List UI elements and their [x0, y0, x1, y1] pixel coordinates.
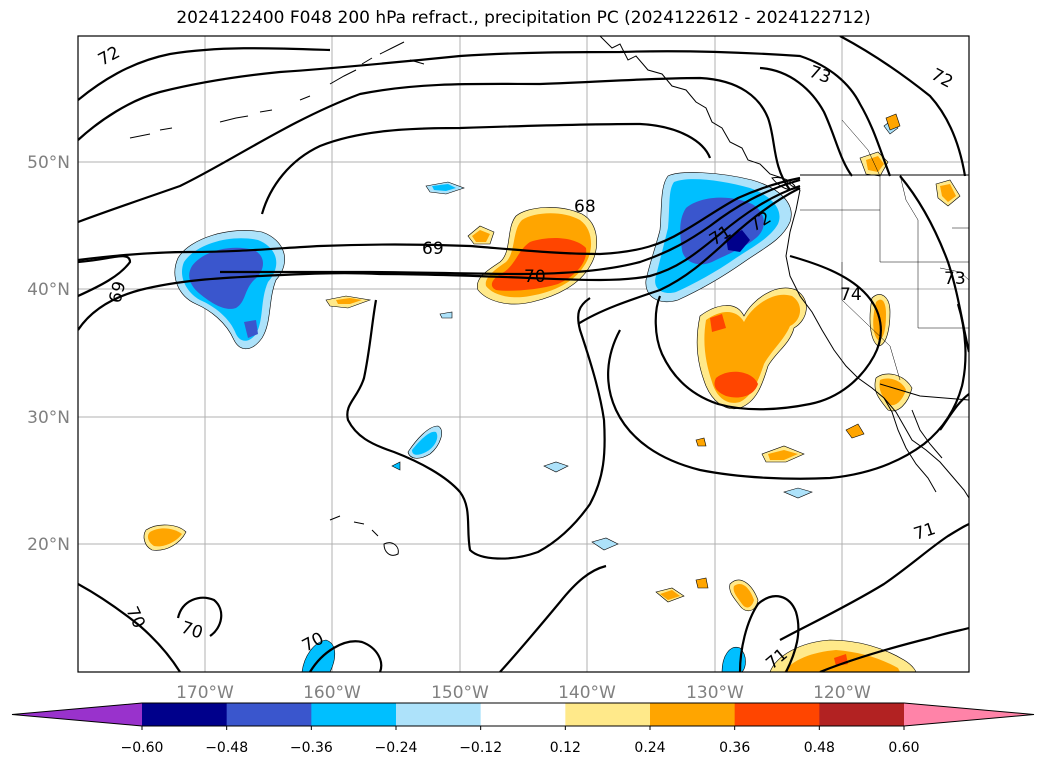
us-mexico-border — [879, 383, 969, 401]
pos-small-4c — [768, 450, 798, 460]
neg-small-3 — [391, 461, 401, 471]
contour-71-east2 — [819, 626, 969, 672]
pos-small-14 — [695, 577, 709, 589]
neg-small-2c — [412, 431, 438, 455]
pos-small-3c — [147, 528, 182, 547]
contour-label: 68 — [574, 197, 596, 217]
lon-tick-label: 140°W — [558, 683, 616, 703]
neg-small-7 — [439, 311, 453, 319]
contour-72-outer — [78, 76, 791, 224]
colorbar-swatch — [734, 703, 820, 726]
lat-tick-label: 40°N — [27, 280, 70, 300]
contour-label: 74 — [840, 285, 862, 305]
aleutian-chain — [129, 41, 425, 139]
colorbar-swatch — [480, 703, 566, 726]
neg-small-8 — [301, 639, 336, 672]
colorbar-tick-label: 0.24 — [634, 740, 665, 756]
colorbar-tick-label: 0.36 — [719, 740, 750, 756]
gulf-california — [911, 409, 943, 459]
pos-small-5 — [845, 423, 865, 439]
contour-72-east — [839, 36, 967, 177]
state-borders — [800, 119, 969, 381]
map-frame — [77, 35, 970, 673]
colorbar-swatch — [396, 703, 482, 726]
contour-70 — [220, 178, 801, 276]
contour-label: 70 — [524, 267, 546, 287]
pos-small-8c — [879, 378, 906, 406]
pos-small-2c — [472, 230, 490, 242]
contour-70-swirl — [176, 596, 223, 637]
lat-tick-label: 30°N — [27, 408, 70, 428]
colorbar-swatch — [226, 703, 312, 726]
pos-small-12c — [733, 583, 754, 608]
contour-72-east2 — [759, 66, 853, 177]
contour-69-south — [78, 184, 801, 331]
contour-71-se — [738, 595, 800, 672]
contour-72-right2 — [939, 393, 969, 431]
pos-blob-east-spot — [710, 314, 726, 332]
contour-big-trough — [346, 297, 606, 560]
contour-73-top — [78, 50, 892, 177]
contour-70-lower-south — [78, 583, 181, 672]
neg-small-6 — [783, 487, 813, 499]
map-title: 2024122400 F048 200 hPa refract., precip… — [176, 8, 871, 28]
colorbar-tick-label: −0.36 — [290, 740, 333, 756]
refractivity-contours — [78, 36, 969, 672]
contour-72-north — [78, 47, 331, 101]
colorbar-swatch — [819, 703, 905, 726]
colorbar-tick-label: 0.48 — [804, 740, 835, 756]
neg-small-4 — [543, 461, 569, 473]
lat-tick-label: 20°N — [27, 535, 70, 555]
colorbar-swatch — [565, 703, 651, 726]
pos-small-6 — [695, 437, 707, 447]
latitude-labels: 50°N 40°N 30°N 20°N — [27, 153, 70, 555]
baja — [883, 397, 937, 493]
contour-71 — [577, 187, 801, 325]
neg-small-1c — [432, 184, 456, 191]
colorbar-tick-label: −0.48 — [205, 740, 248, 756]
lon-tick-label: 150°W — [431, 683, 489, 703]
contour-label: 73 — [944, 269, 966, 289]
contour-73-ring — [607, 303, 967, 480]
lon-tick-label: 130°W — [686, 683, 744, 703]
contour-71-lower — [499, 564, 607, 672]
map-area: 72 73 72 68 69 70 71 72 74 73 69 70 70 7… — [78, 36, 969, 672]
contour-70-west — [78, 255, 132, 298]
contour-69-loop — [260, 122, 712, 215]
contour-71-east — [779, 522, 969, 641]
colorbar-swatch — [311, 703, 397, 726]
colorbar-swatch — [650, 703, 736, 726]
lon-tick-label: 170°W — [176, 683, 234, 703]
colorbar-tick-label: −0.12 — [459, 740, 502, 756]
alaska-coast — [599, 36, 801, 191]
lon-tick-label: 160°W — [303, 683, 361, 703]
colorbar-extend-high — [904, 703, 1034, 726]
hawaii — [329, 515, 399, 556]
neg-small-5 — [591, 537, 619, 551]
contour-70-bottom — [309, 640, 383, 672]
pos-small-1c — [336, 298, 362, 304]
pos-blob-east-mid — [714, 371, 758, 398]
colorbar: −0.60 −0.48 −0.36 −0.24 −0.12 0.12 0.24 0.36 0.4… — [11, 702, 1035, 756]
longitude-labels: 170°W 160°W 150°W 140°W 130°W 120°W — [176, 683, 871, 703]
colorbar-tick-label: 0.60 — [888, 740, 919, 756]
contour-72-right — [899, 175, 969, 353]
colorbar-tick-label: −0.24 — [375, 740, 418, 756]
pos-small-13c — [660, 590, 680, 600]
colorbar-swatch — [142, 703, 228, 726]
colorbar-extend-low — [12, 703, 142, 726]
colorbar-tick-label: 0.12 — [550, 740, 581, 756]
pos-small-10c — [940, 184, 956, 202]
lat-tick-label: 50°N — [27, 153, 70, 173]
contour-label: 69 — [422, 239, 444, 259]
colorbar-tick-label: −0.60 — [121, 740, 164, 756]
neg-blob-west-spot — [244, 320, 258, 338]
coastlines — [129, 36, 969, 556]
pos-small-11 — [885, 113, 901, 131]
lon-tick-label: 120°W — [813, 683, 871, 703]
contour-69 — [78, 176, 801, 262]
pos-small-9c — [866, 156, 884, 172]
contour-74-ring — [654, 254, 882, 411]
